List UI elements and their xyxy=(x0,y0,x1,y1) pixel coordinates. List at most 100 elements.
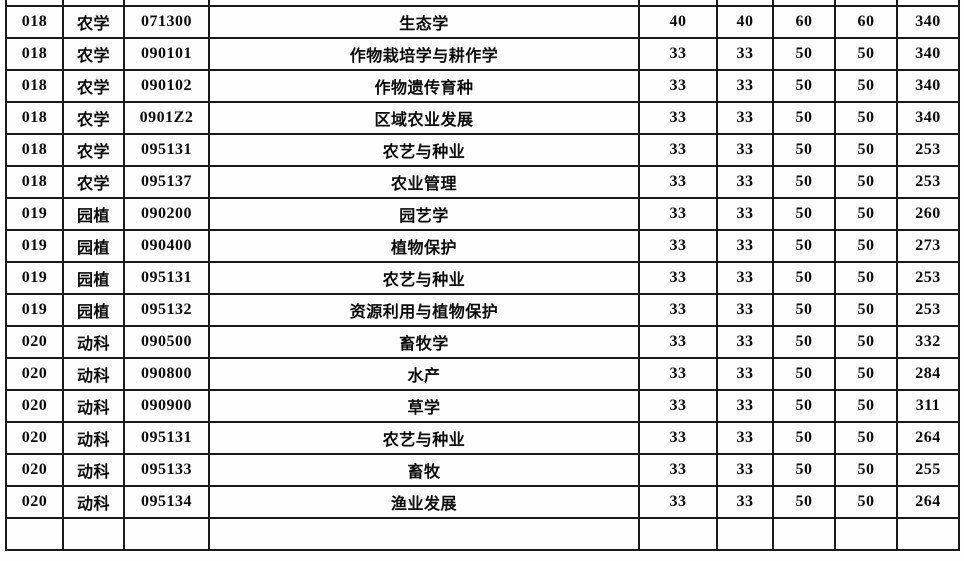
cell-total-score: 264 xyxy=(896,421,960,455)
partial-row-cell xyxy=(896,0,960,7)
cell-unit-name: 动科 xyxy=(62,325,125,359)
cell-score-4: 50 xyxy=(834,485,898,519)
cell-major-code: 095134 xyxy=(123,485,210,519)
cell-score-4: 50 xyxy=(834,101,898,135)
cell-unit-code: 018 xyxy=(5,101,64,135)
cell-score-1: 33 xyxy=(638,165,718,199)
cell-score-1: 33 xyxy=(638,453,718,487)
cell-unit-code: 020 xyxy=(5,389,64,423)
table-row: 020 动科 090800 水产 33 33 50 50 284 xyxy=(5,357,960,391)
cell-major-name: 渔业发展 xyxy=(208,485,640,519)
cell-major-code: 090101 xyxy=(123,37,210,71)
cell-major-name: 畜牧学 xyxy=(208,325,640,359)
cell-score-2: 33 xyxy=(716,37,774,71)
cell-score-2: 33 xyxy=(716,197,774,231)
cell-total-score: 253 xyxy=(896,261,960,295)
cell-unit-name: 动科 xyxy=(62,453,125,487)
cell-score-1: 33 xyxy=(638,421,718,455)
cell-score-1: 40 xyxy=(638,5,718,39)
table-row: 019 园植 090200 园艺学 33 33 50 50 260 xyxy=(5,197,960,231)
cell-score-4: 50 xyxy=(834,325,898,359)
cell-total-score: 264 xyxy=(896,485,960,519)
partial-row-cell xyxy=(123,0,210,7)
partial-row-cell xyxy=(896,517,960,551)
cell-unit-code: 019 xyxy=(5,197,64,231)
cell-score-2: 33 xyxy=(716,165,774,199)
cell-score-3: 50 xyxy=(772,69,836,103)
partial-row-cell xyxy=(5,517,64,551)
cell-major-code: 095131 xyxy=(123,133,210,167)
cell-unit-code: 018 xyxy=(5,37,64,71)
cell-unit-name: 农学 xyxy=(62,37,125,71)
cell-unit-name: 园植 xyxy=(62,197,125,231)
cell-unit-code: 018 xyxy=(5,5,64,39)
cell-unit-name: 动科 xyxy=(62,389,125,423)
cell-score-3: 50 xyxy=(772,453,836,487)
cell-unit-name: 园植 xyxy=(62,229,125,263)
cell-major-code: 090800 xyxy=(123,357,210,391)
cell-major-name: 植物保护 xyxy=(208,229,640,263)
cell-unit-name: 动科 xyxy=(62,357,125,391)
cell-score-4: 50 xyxy=(834,357,898,391)
partial-row-cell xyxy=(5,0,64,7)
table-row: 018 农学 090101 作物栽培学与耕作学 33 33 50 50 340 xyxy=(5,37,960,71)
table-row: 020 动科 095131 农艺与种业 33 33 50 50 264 xyxy=(5,421,960,455)
cell-score-3: 50 xyxy=(772,421,836,455)
table-row: 018 农学 095137 农业管理 33 33 50 50 253 xyxy=(5,165,960,199)
cell-major-name: 生态学 xyxy=(208,5,640,39)
cell-score-3: 50 xyxy=(772,261,836,295)
cell-major-name: 园艺学 xyxy=(208,197,640,231)
cell-score-4: 50 xyxy=(834,37,898,71)
cell-score-2: 33 xyxy=(716,261,774,295)
cell-major-code: 095131 xyxy=(123,261,210,295)
partial-row-cell xyxy=(62,517,125,551)
cell-score-3: 50 xyxy=(772,37,836,71)
partial-row-cell xyxy=(638,517,718,551)
cell-score-1: 33 xyxy=(638,389,718,423)
cell-score-1: 33 xyxy=(638,101,718,135)
cell-unit-name: 农学 xyxy=(62,133,125,167)
cell-major-code: 071300 xyxy=(123,5,210,39)
cell-major-code: 090500 xyxy=(123,325,210,359)
cell-score-3: 50 xyxy=(772,293,836,327)
cell-score-4: 50 xyxy=(834,389,898,423)
cell-major-name: 作物遗传育种 xyxy=(208,69,640,103)
table-row: 020 动科 095134 渔业发展 33 33 50 50 264 xyxy=(5,485,960,519)
cell-score-1: 33 xyxy=(638,229,718,263)
cell-score-4: 50 xyxy=(834,197,898,231)
cell-score-3: 50 xyxy=(772,485,836,519)
cell-total-score: 273 xyxy=(896,229,960,263)
table-row: 019 园植 090400 植物保护 33 33 50 50 273 xyxy=(5,229,960,263)
cell-score-4: 50 xyxy=(834,165,898,199)
cell-total-score: 253 xyxy=(896,133,960,167)
table-row: 019 园植 095132 资源利用与植物保护 33 33 50 50 253 xyxy=(5,293,960,327)
cell-score-3: 50 xyxy=(772,357,836,391)
cell-major-name: 资源利用与植物保护 xyxy=(208,293,640,327)
partial-row-cell xyxy=(62,0,125,7)
cell-score-4: 50 xyxy=(834,293,898,327)
cell-major-code: 0901Z2 xyxy=(123,101,210,135)
cell-score-2: 33 xyxy=(716,229,774,263)
cell-major-name: 畜牧 xyxy=(208,453,640,487)
cell-major-code: 090102 xyxy=(123,69,210,103)
partial-row-cell xyxy=(834,0,898,7)
cell-unit-code: 018 xyxy=(5,165,64,199)
cell-score-2: 33 xyxy=(716,293,774,327)
partial-row-cell xyxy=(123,517,210,551)
cell-score-1: 33 xyxy=(638,197,718,231)
cell-unit-code: 018 xyxy=(5,69,64,103)
table-row: 020 动科 095133 畜牧 33 33 50 50 255 xyxy=(5,453,960,487)
cell-total-score: 311 xyxy=(896,389,960,423)
cell-unit-code: 020 xyxy=(5,453,64,487)
cell-score-1: 33 xyxy=(638,133,718,167)
cell-major-code: 095131 xyxy=(123,421,210,455)
cell-score-3: 50 xyxy=(772,389,836,423)
cell-unit-code: 020 xyxy=(5,325,64,359)
table-row: 020 动科 090500 畜牧学 33 33 50 50 332 xyxy=(5,325,960,359)
cell-major-code: 090200 xyxy=(123,197,210,231)
cell-score-2: 33 xyxy=(716,325,774,359)
cell-score-2: 33 xyxy=(716,453,774,487)
cell-major-name: 水产 xyxy=(208,357,640,391)
partial-row-cell xyxy=(772,517,836,551)
